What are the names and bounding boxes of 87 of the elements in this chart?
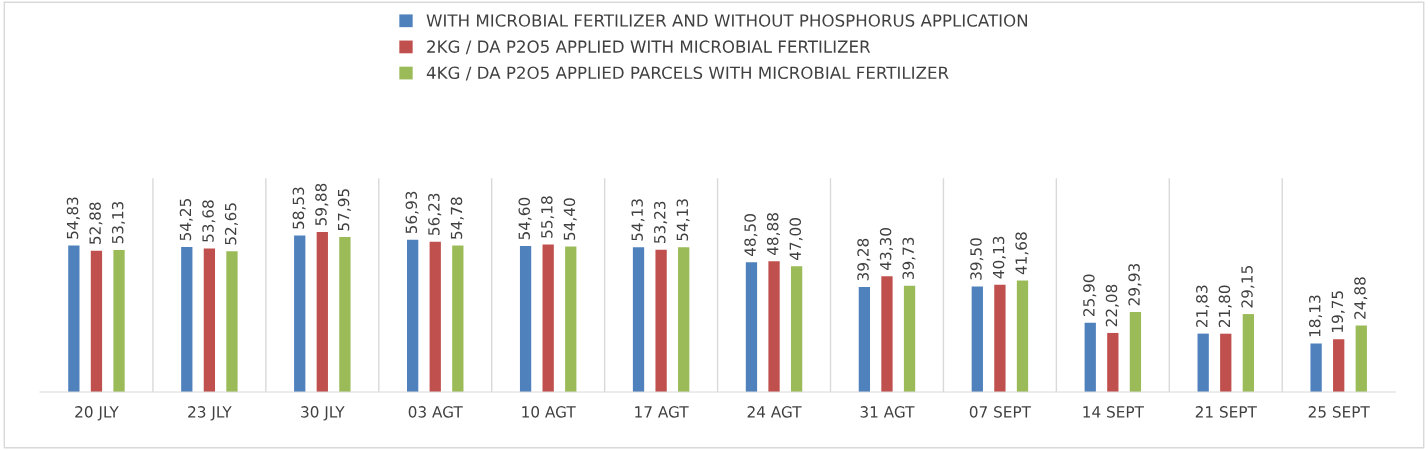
data-label: 57,95 <box>337 189 351 231</box>
data-label: 53,23 <box>653 201 668 243</box>
bar <box>519 246 532 392</box>
x-tick-label: 10 AGT <box>522 406 576 418</box>
data-label: 52,88 <box>89 202 103 244</box>
bar <box>1129 311 1142 392</box>
data-label: 56,93 <box>405 191 419 234</box>
legend-label: 4KG / DA P2O5 APPLIED PARCELS WITH MICROBIAL FERTILIZER <box>426 66 949 81</box>
data-label: 58,53 <box>292 187 306 229</box>
bar <box>1107 332 1119 392</box>
data-label: 54,83 <box>66 197 80 239</box>
data-label: 48,50 <box>744 214 758 257</box>
bar <box>1310 343 1322 392</box>
bar <box>294 235 306 392</box>
bar <box>429 241 441 392</box>
bar <box>1016 280 1029 392</box>
data-label: 18,13 <box>1308 295 1323 337</box>
bar <box>90 250 103 392</box>
bar <box>881 276 893 392</box>
data-label: 24,88 <box>1354 277 1368 319</box>
data-label: 19,75 <box>1331 291 1345 332</box>
data-label: 52,65 <box>224 203 238 245</box>
data-label: 39,73 <box>902 237 916 280</box>
bar <box>316 231 328 392</box>
bar <box>858 287 871 392</box>
x-tick-label: 20 JLY <box>75 406 119 421</box>
bar <box>1355 325 1367 392</box>
bar <box>452 245 464 392</box>
data-label: 29,93 <box>1128 263 1142 306</box>
data-label: 25,90 <box>1083 274 1097 317</box>
bar <box>971 286 983 392</box>
data-label: 41,68 <box>1015 232 1029 275</box>
bar <box>1242 314 1254 392</box>
bar <box>678 247 690 392</box>
bar <box>226 251 238 392</box>
bar <box>655 249 667 392</box>
bar <box>790 266 803 392</box>
data-label: 21,83 <box>1196 285 1210 327</box>
legend-label: 2KG / DA P2O5 APPLIED WITH MICROBIAL FERTILIZER <box>427 40 871 55</box>
bar <box>542 244 554 392</box>
bar <box>1333 339 1345 392</box>
legend-label: WITH MICROBIAL FERTILIZER AND WITHOUT PHOSPHORUS APPLICATION <box>426 14 1028 27</box>
bar <box>565 246 577 392</box>
data-label: 53,68 <box>202 200 216 242</box>
data-label: 47,00 <box>789 218 803 261</box>
data-label: 39,50 <box>970 238 984 280</box>
x-tick-label: 24 AGT <box>747 406 802 418</box>
x-tick-label: 25 SEPT <box>1308 406 1370 418</box>
data-label: 55,18 <box>541 196 555 238</box>
data-label: 43,30 <box>879 227 893 270</box>
x-tick-label: 30 JLY <box>301 406 345 421</box>
bar <box>203 248 216 392</box>
bar <box>745 262 758 392</box>
x-tick-label: 07 SEPT <box>969 406 1032 418</box>
data-label: 54,13 <box>631 199 645 241</box>
bar <box>768 261 780 392</box>
data-label: 29,15 <box>1241 266 1255 308</box>
bar <box>994 284 1006 392</box>
data-label: 54,25 <box>179 199 193 241</box>
data-label: 54,60 <box>518 197 532 240</box>
data-label: 48,88 <box>766 213 781 256</box>
bar <box>407 239 419 392</box>
bar <box>903 285 916 392</box>
bar <box>1197 333 1209 392</box>
x-tick-label: 31 AGT <box>860 406 915 418</box>
data-label: 22,08 <box>1105 284 1119 327</box>
data-label: 40,13 <box>992 236 1006 279</box>
x-tick-label: 23 JLY <box>188 406 232 421</box>
data-label: 53,13 <box>111 201 126 244</box>
bar <box>113 249 125 392</box>
x-tick-label: 21 SEPT <box>1195 406 1257 418</box>
bar <box>181 247 193 392</box>
data-label: 54,78 <box>450 197 464 239</box>
data-label: 54,40 <box>563 198 577 240</box>
x-tick-label: 14 SEPT <box>1083 406 1144 418</box>
data-label: 21,80 <box>1218 285 1232 328</box>
data-label: 39,28 <box>857 238 871 281</box>
data-label: 56,23 <box>428 193 442 235</box>
x-tick-label: 17 AGT <box>635 406 689 418</box>
bar <box>1084 322 1096 392</box>
bar <box>1220 333 1232 392</box>
bar <box>339 237 351 392</box>
bar <box>68 245 80 392</box>
x-tick-label: 03 AGT <box>408 406 463 418</box>
data-label: 59,88 <box>315 183 329 226</box>
data-label: 54,13 <box>676 199 690 241</box>
bar <box>632 247 645 392</box>
